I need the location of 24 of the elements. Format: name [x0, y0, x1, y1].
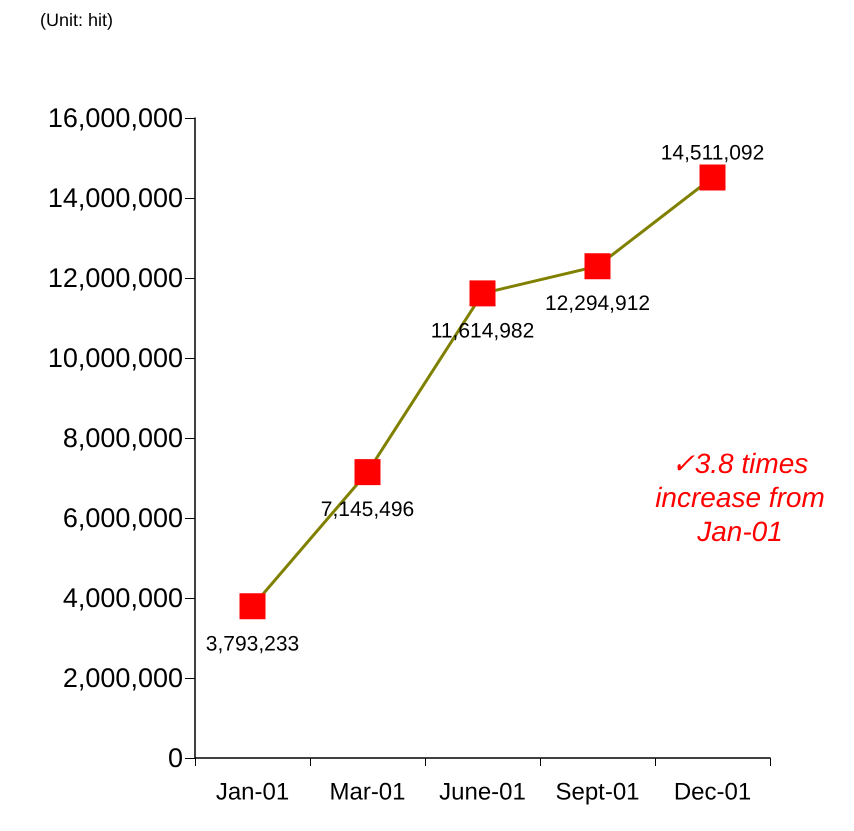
y-tick-label: 4,000,000 [62, 583, 183, 613]
point [584, 253, 610, 280]
data-label: 3,793,233 [206, 632, 300, 656]
y-tick-label: 10,000,000 [48, 343, 183, 373]
y-tick-label: 16,000,000 [48, 103, 183, 133]
point [354, 459, 380, 486]
annotation: ✓3.8 times increase from Jan-01 [654, 447, 826, 549]
point [240, 593, 266, 620]
x-tick-label: Jan-01 [216, 778, 290, 806]
point [470, 280, 496, 306]
x-tick-label: Dec-01 [674, 778, 752, 806]
data-label: 12,294,912 [544, 292, 650, 316]
y-tick-label: 0 [168, 743, 183, 773]
y-tick-label: 8,000,000 [62, 423, 183, 453]
x-tick-label: Mar-01 [329, 778, 406, 806]
y-tick-label: 2,000,000 [62, 663, 183, 693]
y-tick-label: 14,000,000 [48, 183, 183, 213]
data-label: 14,511,092 [660, 142, 764, 165]
x-tick-label: Sept-01 [555, 778, 640, 806]
x-tick-label: June-01 [439, 778, 526, 806]
y-tick-label: 6,000,000 [62, 503, 183, 533]
y-axis-title: (Unit: hit) [40, 10, 114, 31]
y-tick-label: 12,000,000 [48, 263, 183, 293]
point [700, 164, 726, 191]
